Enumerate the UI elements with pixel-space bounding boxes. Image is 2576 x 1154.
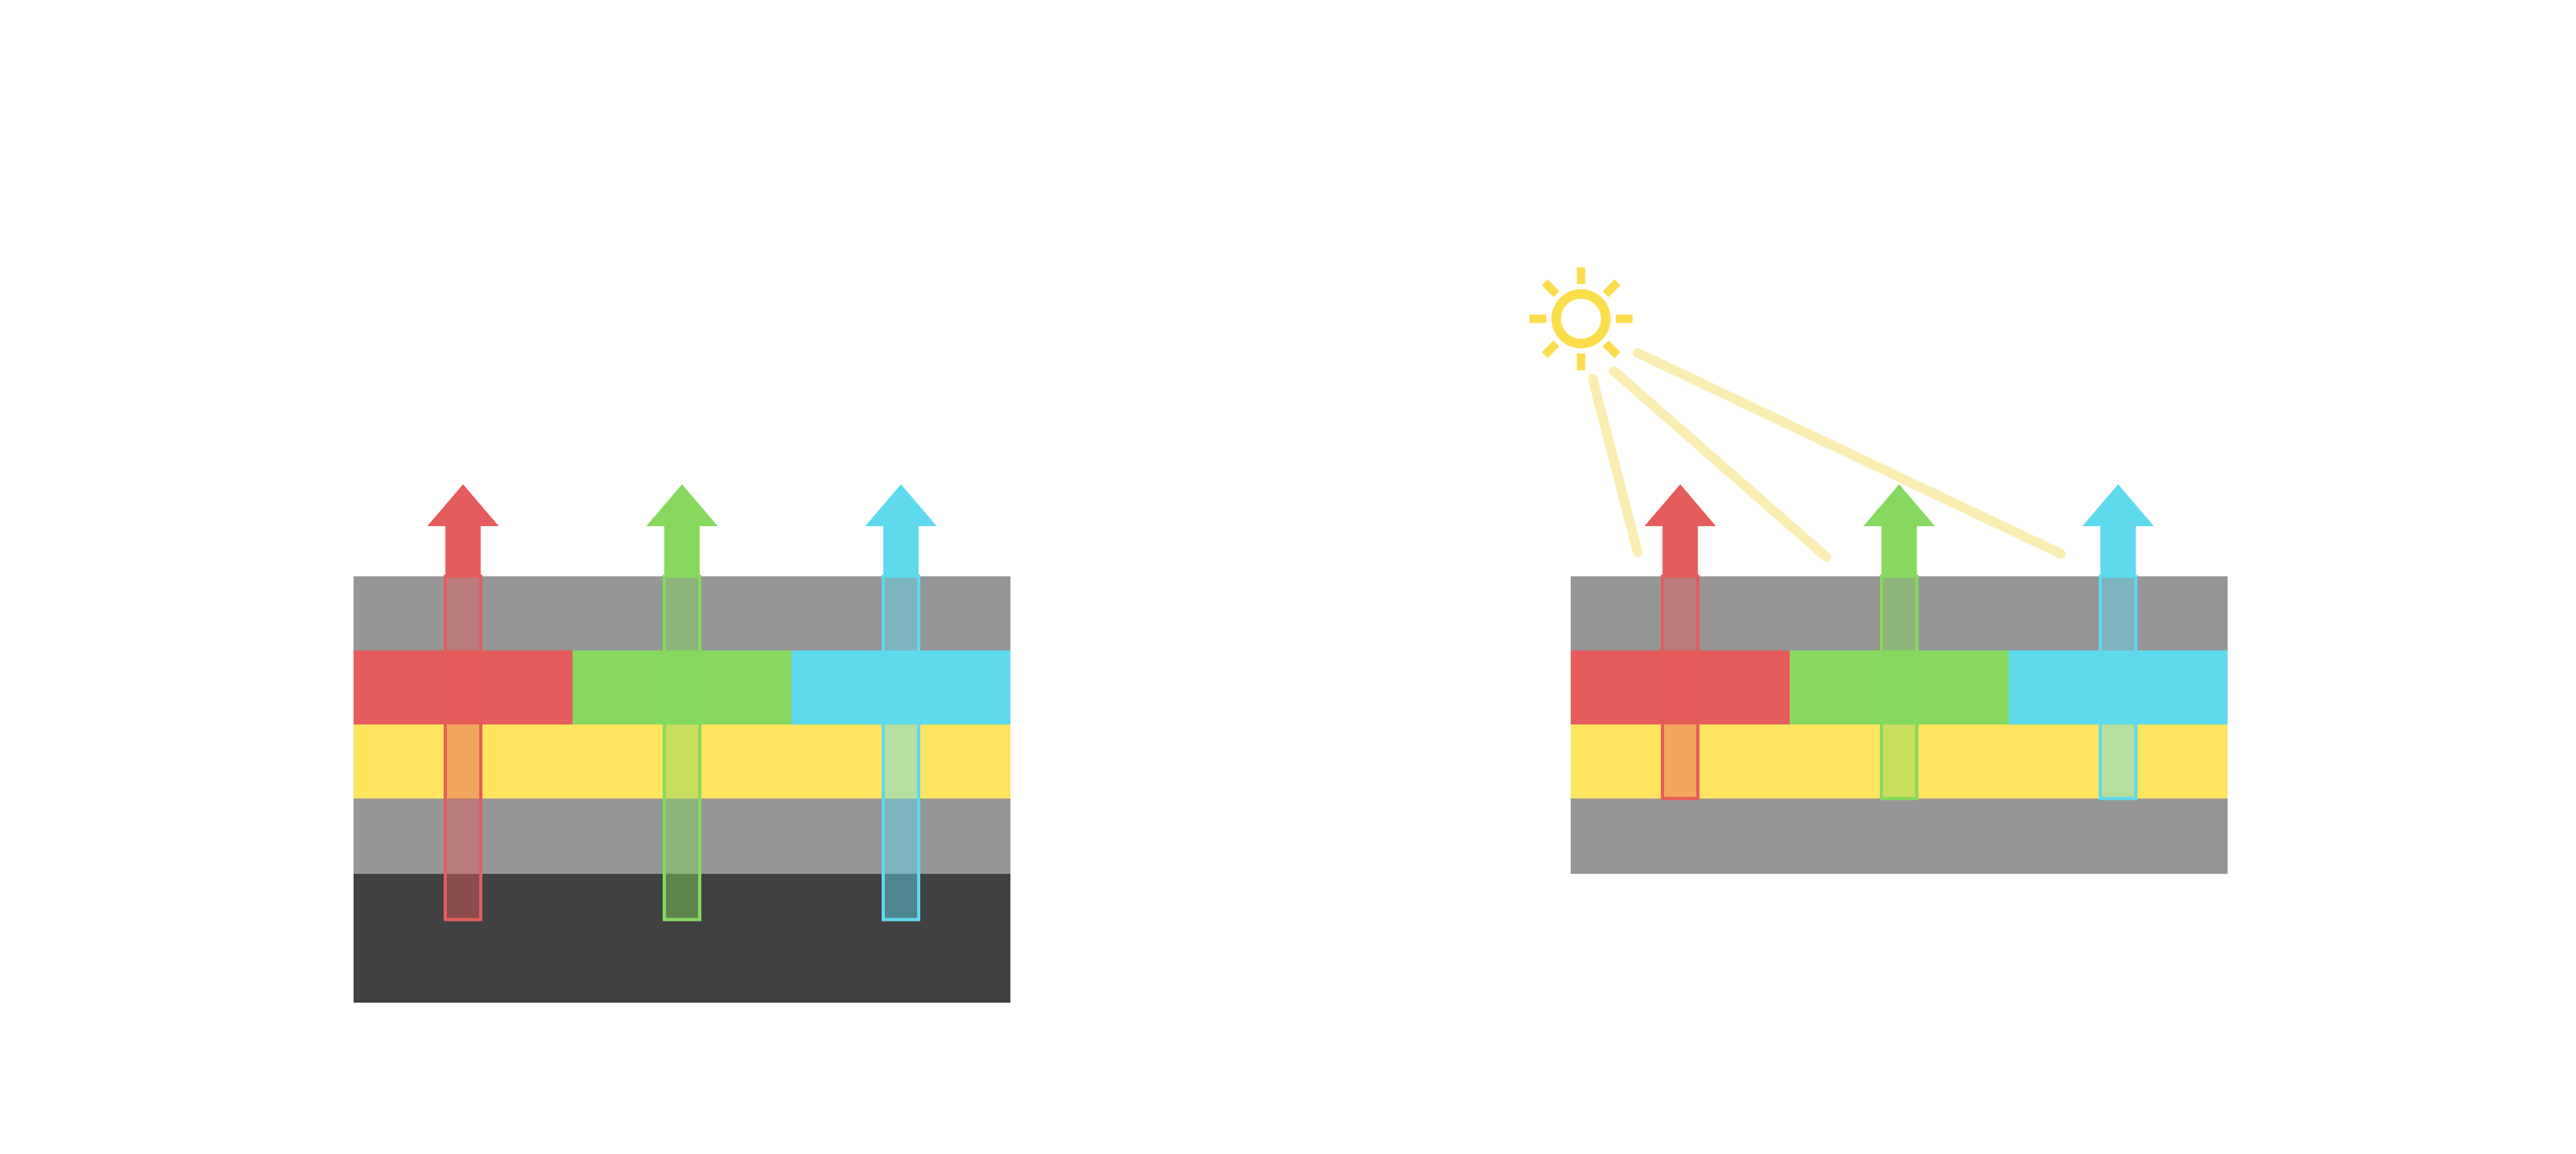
left-layer-gray-top (354, 576, 1010, 650)
left-green-arrow-tail (663, 574, 701, 922)
right-red-arrow-tail (1661, 574, 1700, 800)
right-layer-rgb-row-green-segment (1790, 650, 2009, 724)
right-layer-gray-top (1571, 576, 2228, 650)
left-cyan-arrow-head (865, 484, 937, 526)
left-green-arrow-shaft (664, 525, 700, 578)
right-layer-rgb-row-red-segment (1571, 650, 1790, 724)
right-stack (1571, 484, 2228, 874)
left-layer-rgb-row-green-segment (573, 650, 791, 724)
sunlight-beams (1587, 348, 2066, 562)
left-layer-gray-bottom (354, 799, 1010, 874)
sun-ray (1602, 340, 1621, 359)
left-layer-rgb-row-red-segment (354, 650, 573, 724)
right-layer-gray-bottom (1571, 799, 2228, 874)
right-red-arrow-head (1644, 484, 1716, 526)
left-stack (354, 484, 1010, 1003)
left-red-arrow-tail (444, 574, 482, 922)
sun-icon (1530, 267, 1633, 370)
right-cyan-arrow-tail (2099, 574, 2137, 800)
right-cyan-arrow-shaft (2100, 525, 2136, 578)
left-layer-rgb-row-cyan-segment (791, 650, 1010, 724)
right-cyan-arrow-head (2082, 484, 2154, 526)
right-green-arrow-head (1863, 484, 1935, 526)
sun-ring (1551, 289, 1611, 348)
left-layer-dark-base (354, 874, 1010, 1003)
beam-shallow (1633, 348, 2066, 559)
sun-ray (1541, 340, 1560, 359)
right-layer-rgb-row-cyan-segment (2009, 650, 2228, 724)
left-layer-yellow-mid (354, 724, 1010, 799)
sun-ray (1602, 279, 1621, 298)
right-green-arrow-shaft (1881, 525, 1917, 578)
left-red-arrow-head (427, 484, 499, 526)
left-green-arrow-head (646, 484, 718, 526)
right-green-arrow-tail (1880, 574, 1918, 800)
left-cyan-arrow-shaft (883, 525, 919, 578)
beam-steep (1587, 374, 1643, 558)
sun-ray (1541, 279, 1560, 298)
left-red-arrow-shaft (445, 525, 481, 578)
right-red-arrow-shaft (1662, 525, 1698, 578)
beam-middle (1609, 366, 1832, 562)
left-cyan-arrow-tail (882, 574, 920, 922)
right-layer-yellow-mid (1571, 724, 2228, 799)
